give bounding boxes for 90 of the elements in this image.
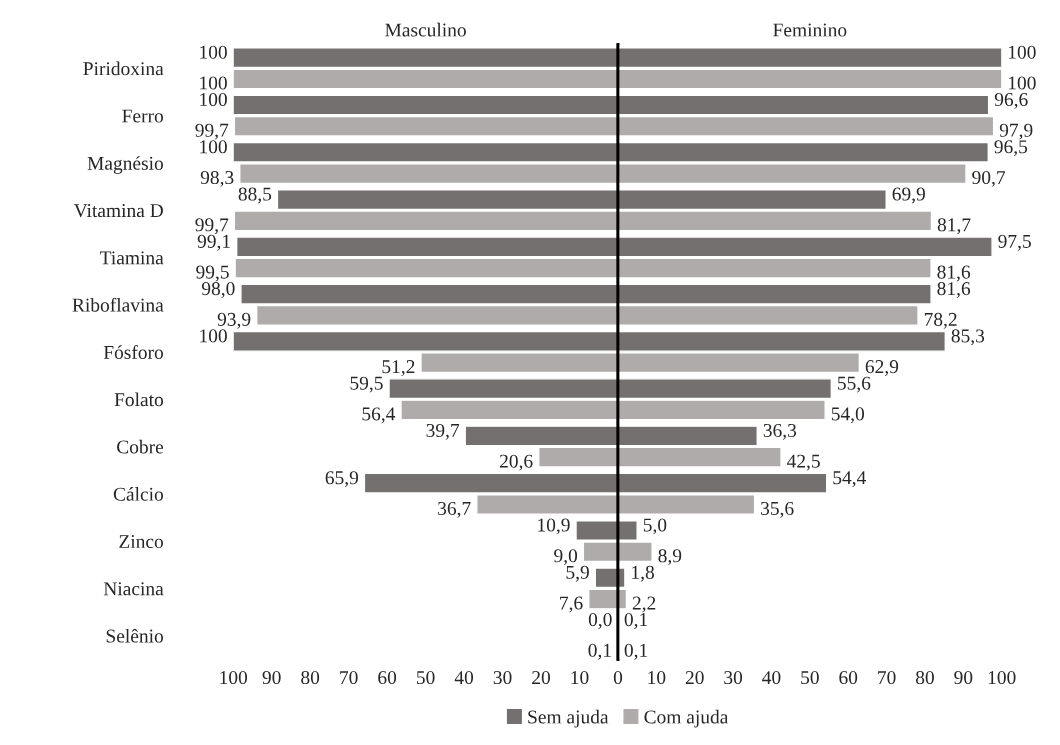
x-tick-label: 30 bbox=[724, 671, 743, 685]
data-label: 100 bbox=[1008, 76, 1036, 90]
data-label: 0,1 bbox=[624, 643, 648, 660]
x-tick-label: 60 bbox=[839, 671, 858, 685]
data-label: 78,2 bbox=[924, 312, 957, 329]
y-tick-label: Piridoxina bbox=[83, 61, 164, 76]
data-label: 99,5 bbox=[196, 265, 229, 282]
y-tick-label: Cálcio bbox=[113, 487, 164, 501]
data-label: 100 bbox=[200, 140, 227, 154]
data-label: 8,9 bbox=[658, 549, 682, 566]
data-label: 62,9 bbox=[865, 360, 899, 376]
chart-title: Masculino bbox=[385, 22, 466, 37]
data-label: 9,0 bbox=[554, 549, 578, 566]
y-tick-label: Folato bbox=[114, 392, 164, 407]
data-label: 98,3 bbox=[200, 170, 234, 187]
data-label: 0,0 bbox=[588, 613, 612, 629]
y-tick-label: Tiamina bbox=[100, 251, 164, 265]
data-label: 54,0 bbox=[831, 407, 865, 424]
data-label: 100 bbox=[200, 329, 227, 343]
data-label: 97,9 bbox=[999, 123, 1033, 140]
x-tick-label: 20 bbox=[532, 671, 550, 685]
data-label: 88,5 bbox=[238, 187, 272, 204]
data-label: 7,6 bbox=[560, 596, 583, 613]
data-label: 99,7 bbox=[195, 218, 229, 235]
x-tick-label: 40 bbox=[762, 671, 781, 685]
x-tick-label: 40 bbox=[454, 671, 474, 685]
data-label: 51,2 bbox=[382, 360, 415, 376]
x-tick-label: 50 bbox=[417, 671, 435, 685]
x-tick-label: 50 bbox=[801, 671, 819, 685]
y-tick-label: Ferro bbox=[122, 109, 164, 123]
data-label: 81,6 bbox=[937, 282, 971, 298]
x-tick-label: 100 bbox=[220, 671, 248, 685]
x-tick-label: 20 bbox=[685, 671, 704, 685]
data-label: 5,0 bbox=[643, 518, 667, 535]
legend-label: Sem ajuda bbox=[528, 709, 609, 728]
data-label: 81,7 bbox=[937, 218, 971, 235]
y-tick-label: Selênio bbox=[106, 628, 164, 643]
data-label: 98,0 bbox=[201, 282, 235, 298]
data-label: 97,5 bbox=[998, 234, 1031, 251]
legend-label: Com ajuda bbox=[644, 709, 729, 728]
x-tick-label: 90 bbox=[262, 671, 281, 685]
data-label: 65,9 bbox=[325, 471, 359, 488]
data-label: 20,6 bbox=[499, 454, 533, 471]
y-tick-label: Vitamina D bbox=[73, 204, 163, 218]
data-label: 55,6 bbox=[838, 376, 871, 393]
data-label: 90,7 bbox=[972, 170, 1006, 187]
x-tick-label: 70 bbox=[878, 671, 896, 685]
y-tick-label: Magnésio bbox=[87, 156, 164, 174]
data-label: 0,1 bbox=[624, 613, 648, 629]
data-label: 2,2 bbox=[632, 596, 656, 613]
data-label: 42,5 bbox=[787, 454, 820, 471]
x-tick-label: 0 bbox=[613, 671, 623, 685]
x-tick-label: 30 bbox=[493, 671, 512, 685]
x-tick-label: 80 bbox=[301, 671, 320, 685]
data-label: 93,9 bbox=[217, 312, 251, 329]
data-label: 99,1 bbox=[197, 234, 230, 251]
data-label: 56,4 bbox=[362, 407, 396, 424]
data-label: 10,9 bbox=[538, 518, 570, 535]
x-tick-label: 100 bbox=[988, 671, 1016, 685]
y-tick-label: Zinco bbox=[119, 535, 164, 549]
x-tick-label: 10 bbox=[571, 671, 589, 685]
data-label: 39,7 bbox=[426, 423, 460, 440]
data-label: 81,6 bbox=[937, 265, 971, 282]
data-label: 85,3 bbox=[951, 329, 985, 346]
data-label: 69,9 bbox=[892, 187, 925, 204]
data-label: 100 bbox=[200, 92, 227, 107]
data-label: 100 bbox=[200, 45, 227, 59]
x-tick-label: 80 bbox=[915, 671, 934, 685]
data-label: 100 bbox=[1008, 45, 1036, 59]
data-label: 99,7 bbox=[195, 123, 229, 140]
data-label: 96,6 bbox=[994, 93, 1028, 109]
x-tick-label: 10 bbox=[648, 671, 666, 685]
data-label: 100 bbox=[200, 76, 227, 90]
data-label: 96,5 bbox=[994, 140, 1028, 157]
y-tick-label: Niacina bbox=[103, 582, 164, 596]
data-label: 59,5 bbox=[350, 376, 383, 393]
data-label: 5,9 bbox=[566, 565, 589, 582]
x-tick-label: 90 bbox=[954, 671, 973, 685]
y-tick-label: Cobre bbox=[117, 439, 164, 454]
chart-title: Feminino bbox=[773, 23, 847, 37]
y-tick-label: Fósforo bbox=[103, 345, 164, 359]
data-label: 36,3 bbox=[763, 423, 797, 440]
data-label: 36,7 bbox=[438, 501, 471, 518]
data-label: 54,4 bbox=[833, 471, 866, 488]
y-tick-label: Riboflavina bbox=[72, 297, 164, 312]
data-label: 35,6 bbox=[761, 501, 794, 518]
data-label: 0,1 bbox=[588, 643, 611, 660]
x-tick-label: 60 bbox=[378, 671, 397, 685]
x-tick-label: 70 bbox=[340, 671, 358, 685]
data-label: 1,8 bbox=[632, 565, 655, 582]
